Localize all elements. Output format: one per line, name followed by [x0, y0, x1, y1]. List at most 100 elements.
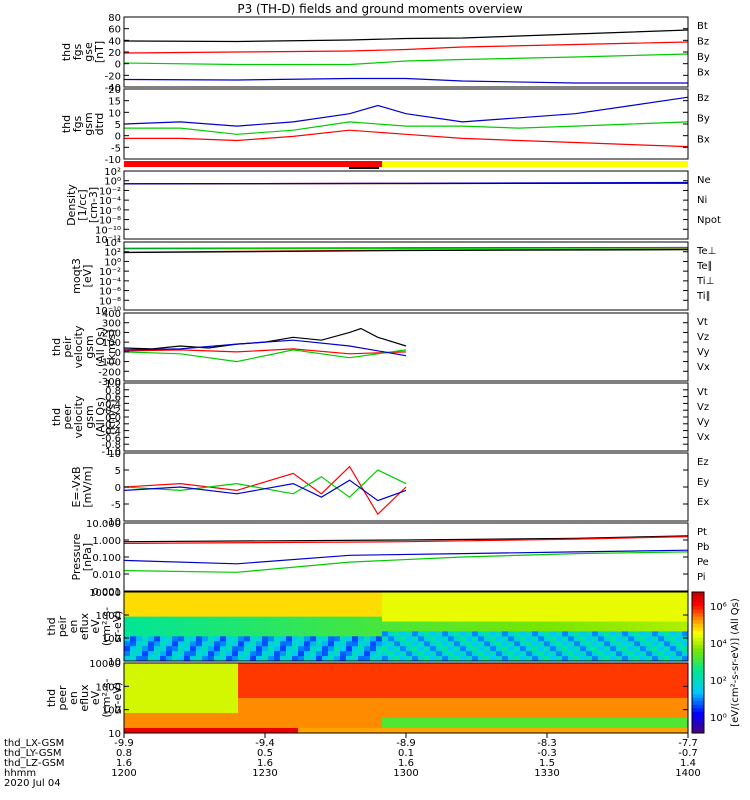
colorbar-segment	[692, 616, 704, 621]
y-tick-label: 10²	[104, 248, 121, 259]
y-axis-label: gsm	[83, 405, 96, 428]
panel-frame	[123, 241, 689, 311]
y-tick-label: -200	[98, 367, 121, 378]
legend-Vz: Vz	[697, 402, 709, 413]
y-tick-label: 5	[115, 120, 121, 131]
y-tick-label: 15	[108, 97, 121, 108]
colorbar-segment	[692, 606, 704, 611]
y-tick-label: 10	[108, 657, 121, 668]
y-tick-label: -0.4	[101, 427, 121, 438]
x-tick-label: -9.4	[255, 738, 275, 749]
colorbar-label: [eV/(cm²-s-sr-eV)] (All Qs)	[730, 598, 741, 727]
y-tick-label: 10⁻²	[99, 186, 121, 197]
legend-Pe: Pe	[697, 557, 709, 568]
panel-s2: 10000 1000 100 10 thdpeerenefluxeV(cm²-s-sr-…	[45, 659, 689, 740]
colorbar-segment	[692, 687, 704, 692]
y-tick-label: 200	[102, 328, 121, 339]
series-Vt	[123, 327, 407, 350]
series-Vy	[123, 349, 407, 363]
y-axis-label: eV	[89, 619, 102, 634]
y-tick-label: -10	[105, 517, 121, 528]
y-axis-label: gsm	[83, 335, 96, 358]
y-axis-label: en	[67, 620, 80, 634]
x-tick-label: -8.3	[537, 738, 557, 749]
bar-marker	[349, 167, 379, 169]
legend-Ex: Ex	[697, 497, 709, 508]
colorbar-segment	[692, 711, 704, 716]
series-bx	[123, 77, 688, 84]
y-axis-label: Pressure	[70, 533, 83, 580]
y-axis-label: gse	[82, 42, 95, 62]
x-tick-label: 1.6	[257, 758, 273, 769]
y-axis-label: [mV/m]	[81, 466, 94, 507]
y-axis-label: thd	[45, 617, 58, 635]
y-axis-label: (All Qs)	[94, 397, 107, 437]
panel-s1: 10000 1000 100 10 thdpeirenefluxeV(cm²-s-sr-…	[45, 588, 689, 668]
y-tick-label: 100	[102, 706, 121, 717]
legend-Ti⊥: Ti⊥	[696, 276, 714, 287]
x-tick-label: 0.8	[116, 748, 132, 759]
y-tick-label: 0.001	[92, 587, 121, 598]
colorbar-segment	[692, 694, 704, 699]
y-tick-label: 1000	[96, 611, 121, 622]
y-axis-label: en	[67, 691, 80, 705]
colorbar-tick: 10⁰	[710, 713, 727, 724]
y-tick-label: -100	[98, 358, 121, 369]
legend-Pt: Pt	[697, 527, 707, 538]
y-tick-label: 300	[102, 319, 121, 330]
colorbar-segment	[692, 592, 704, 597]
y-axis-label: (All Qs)	[94, 327, 107, 367]
colorbar-segment	[692, 722, 704, 727]
x-tick-label: 1200	[111, 768, 136, 779]
series-Pi	[123, 549, 689, 565]
x-date-label: 2020 Jul 04	[4, 778, 61, 789]
colorbar-segment	[692, 701, 704, 706]
colorbar-segment	[692, 609, 704, 614]
colorbar-frame	[691, 591, 705, 734]
y-tick-label: 10000	[89, 588, 121, 599]
y-axis-label: [nT]	[93, 41, 106, 63]
x-tick-label: -0.3	[537, 748, 557, 759]
panel-p8: 10.000 1.000 0.100 0.010 0.001 Pressure[nPa] P…	[70, 519, 709, 598]
x-tick-label: -9.9	[114, 738, 134, 749]
x-tick-label: 1.6	[116, 758, 132, 769]
legend-Te⊥: Te⊥	[696, 246, 716, 257]
y-tick-label: 10⁻¹⁰	[95, 306, 121, 317]
y-tick-label: 40	[108, 36, 121, 47]
y-tick-label: 0.2	[105, 406, 121, 417]
y-axis-label: (cm²-s-	[100, 607, 113, 646]
colorbar-segment	[692, 655, 704, 660]
colorbar-segment	[692, 658, 704, 664]
colorbar-tick: 10⁶	[710, 602, 727, 613]
colorbar-segment	[692, 676, 704, 681]
y-tick-label: 10⁻⁸	[99, 216, 121, 227]
panel-frame	[123, 170, 689, 240]
legend-By: By	[697, 114, 710, 125]
colorbar-segment	[692, 595, 704, 600]
y-axis-label: [km/s]	[105, 329, 118, 364]
y-tick-label: 0.010	[92, 570, 121, 581]
series-Npot	[123, 181, 689, 185]
legend-Vy: Vy	[697, 417, 710, 428]
y-tick-label: -20	[105, 71, 121, 82]
legend-Te∥: Te∥	[696, 261, 713, 272]
series-Vz	[123, 348, 407, 355]
y-axis-label: [cm-3]	[87, 187, 100, 223]
legend-Bz: Bz	[697, 93, 709, 104]
y-tick-label: 0.100	[92, 553, 121, 564]
y-tick-label: 20	[108, 85, 121, 96]
legend-Bx: Bx	[697, 68, 710, 79]
legend-By: By	[697, 52, 710, 63]
legend-Vy: Vy	[697, 347, 710, 358]
panel-p6: 1.00.80.60.40.20.0-0.2-0.4-0.6-0.8-1.0 th…	[50, 379, 710, 458]
y-tick-label: 0.8	[105, 386, 121, 397]
y-axis-label: (cm²-s-	[100, 678, 113, 717]
x-axis-group: thd_LX-GSM -9.9 -9.4 -8.9 -8.3 -7.7 thd_LY-GSM…	[4, 733, 701, 789]
y-tick-label: 400	[102, 309, 121, 320]
colorbar-segment	[692, 662, 704, 667]
legend-Vz: Vz	[697, 332, 709, 343]
legend-Pi: Pi	[697, 572, 706, 583]
x-tick-label: 1.6	[398, 758, 414, 769]
y-tick-label: 0	[115, 483, 121, 494]
y-tick-label: 10⁻¹⁰	[95, 225, 121, 236]
